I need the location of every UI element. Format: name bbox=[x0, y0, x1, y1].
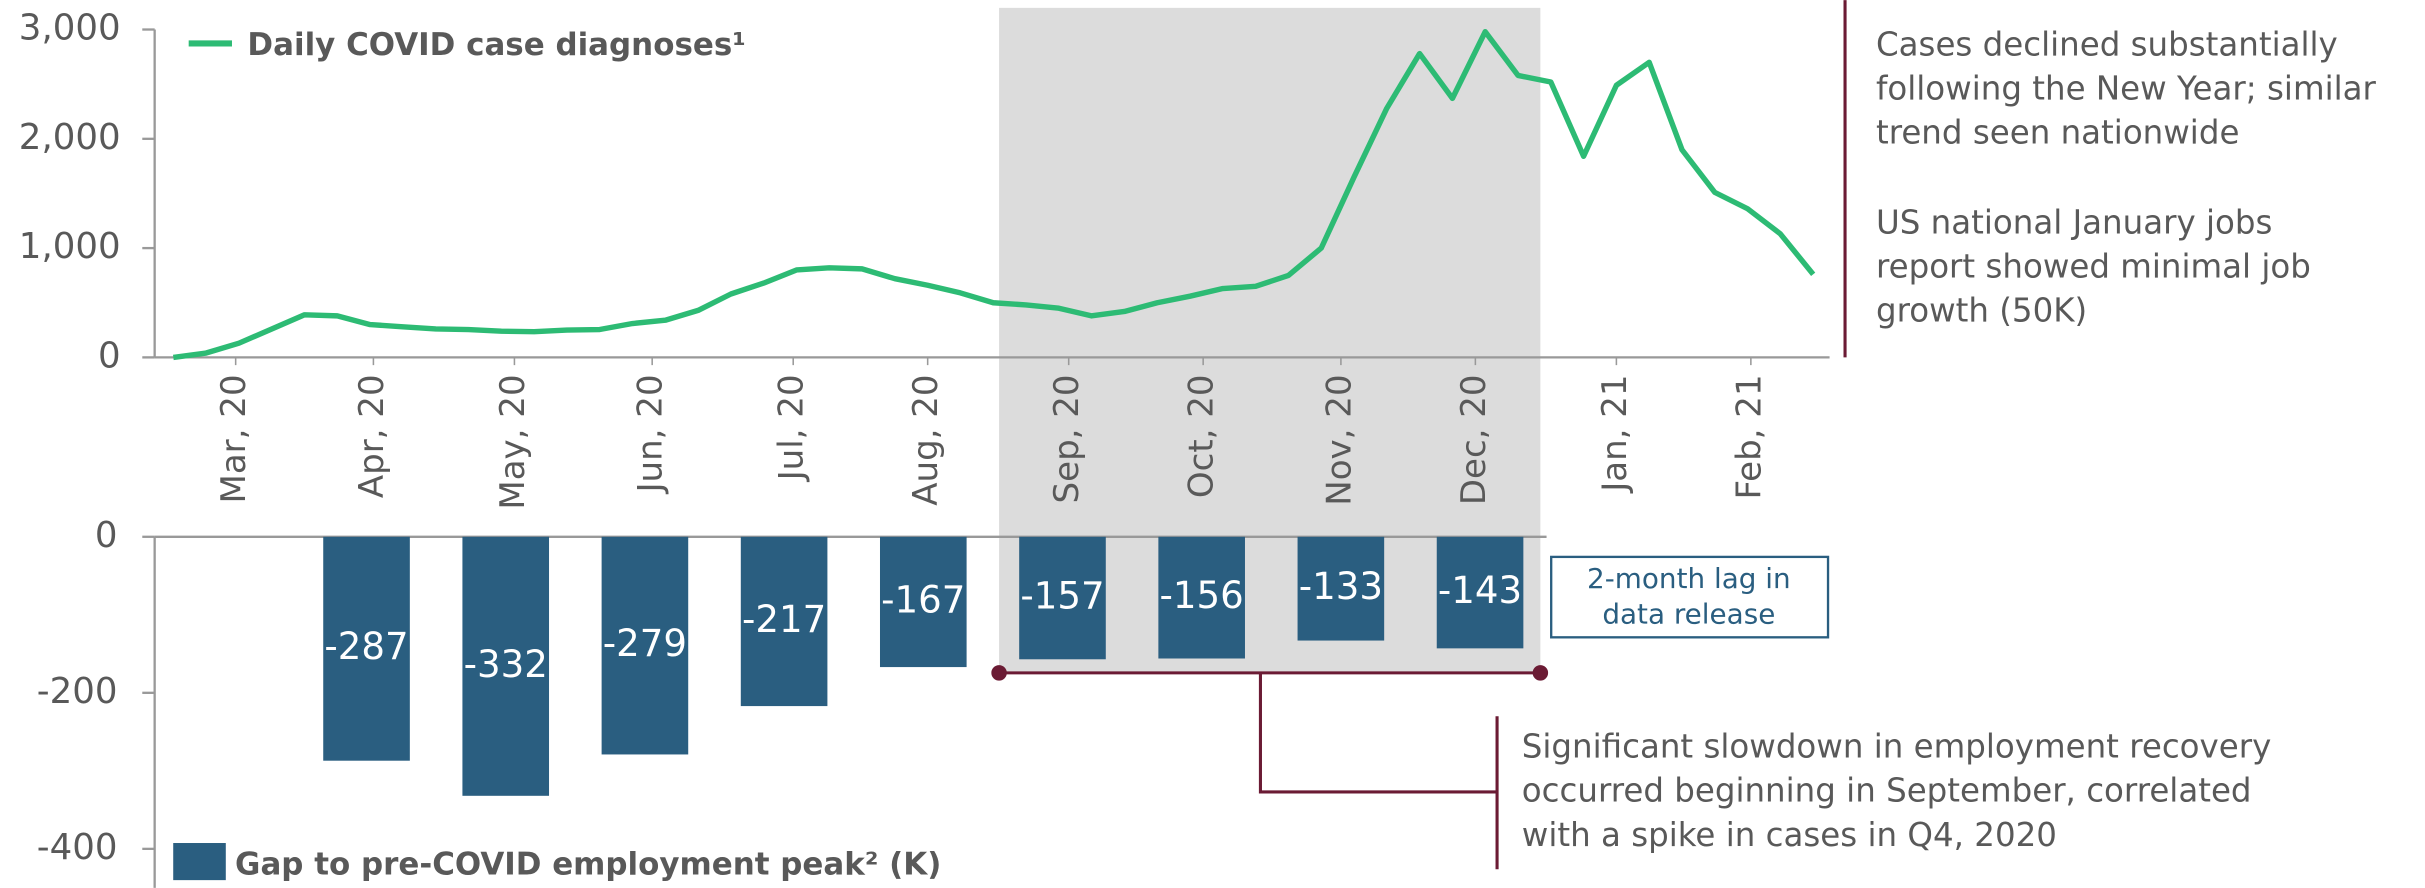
bar-value-label: -279 bbox=[603, 622, 687, 665]
bar-value-label: -287 bbox=[324, 625, 408, 668]
bar-value-label: -133 bbox=[1299, 565, 1383, 608]
x-tick-label: May, 20 bbox=[493, 374, 533, 509]
y-tick-label: 0 bbox=[98, 335, 121, 376]
legend-label: Gap to pre-COVID employment peak² (K) bbox=[235, 847, 941, 883]
legend-label: Daily COVID case diagnoses¹ bbox=[247, 27, 745, 63]
annotation: US national January jobs bbox=[1876, 203, 2272, 241]
x-tick-label: Jan, 21 bbox=[1595, 374, 1635, 493]
bar bbox=[462, 536, 550, 796]
bracket-end bbox=[991, 665, 1007, 681]
data-line bbox=[172, 29, 1816, 361]
x-tick-label: Aug, 20 bbox=[906, 374, 946, 505]
x-tick-label: Dec, 20 bbox=[1454, 374, 1494, 505]
y-tick-label: 1,000 bbox=[19, 226, 121, 267]
x-tick-label: Jul, 20 bbox=[772, 374, 812, 482]
bar-value-label: -157 bbox=[1020, 575, 1104, 618]
annotation: report showed minimal job bbox=[1876, 247, 2311, 285]
bar bbox=[323, 536, 410, 761]
x-tick-label: Sep, 20 bbox=[1047, 374, 1087, 503]
x-tick-label: Feb, 21 bbox=[1729, 374, 1769, 499]
annotation: Significant slowdown in employment recov… bbox=[1522, 728, 2272, 766]
bar-value-label: -156 bbox=[1160, 574, 1244, 617]
bar bbox=[1019, 536, 1106, 660]
annotation: trend seen nationwide bbox=[1876, 114, 2239, 152]
bar-value-label: -332 bbox=[464, 643, 548, 686]
annotation: data release bbox=[1602, 598, 1775, 631]
y-tick-label: 0 bbox=[95, 515, 118, 556]
bar bbox=[740, 536, 828, 707]
annotation: with a spike in cases in Q4, 2020 bbox=[1522, 816, 2057, 854]
bar-value-label: -167 bbox=[881, 578, 965, 621]
annotation: 2-month lag in bbox=[1587, 562, 1791, 595]
x-tick-label: Nov, 20 bbox=[1319, 374, 1359, 505]
bar bbox=[601, 536, 689, 755]
x-tick-label: Jun, 20 bbox=[631, 374, 671, 494]
bar-value-label: -217 bbox=[742, 598, 826, 641]
y-tick-label: -400 bbox=[37, 827, 118, 868]
x-tick-label: Mar, 20 bbox=[214, 374, 254, 503]
y-tick-label: -200 bbox=[37, 671, 118, 712]
bracket-end bbox=[1532, 665, 1549, 681]
x-tick-label: Apr, 20 bbox=[352, 374, 392, 498]
y-tick-label: 2,000 bbox=[19, 117, 121, 158]
annotation: following the New Year; similar bbox=[1876, 70, 2377, 108]
x-tick-label: Oct, 20 bbox=[1182, 374, 1222, 498]
bar bbox=[879, 536, 967, 668]
connector bbox=[1258, 672, 1498, 794]
bar-value-label: -143 bbox=[1438, 569, 1522, 612]
annotation: growth (50K) bbox=[1876, 292, 2087, 330]
bar bbox=[1158, 536, 1245, 659]
legend-swatch bbox=[173, 843, 226, 881]
lag-box bbox=[1550, 555, 1830, 639]
annotation: occurred beginning in September, correla… bbox=[1522, 772, 2252, 810]
annotation: Cases declined substantially bbox=[1876, 26, 2338, 64]
bar bbox=[1297, 536, 1385, 641]
bar bbox=[1436, 536, 1524, 649]
y-tick-label: 3,000 bbox=[19, 8, 121, 49]
